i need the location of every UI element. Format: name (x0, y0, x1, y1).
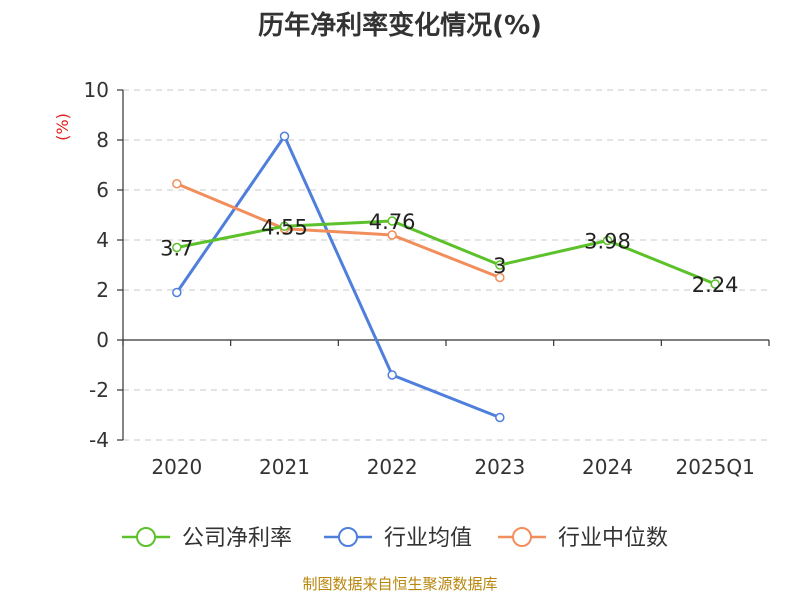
chart-title: 历年净利率变化情况(%) (258, 10, 542, 41)
data-label: 3.7 (160, 237, 193, 261)
data-point (172, 179, 182, 189)
data-point (387, 370, 397, 380)
x-tick-label: 2020 (151, 455, 202, 479)
axes (117, 89, 770, 441)
legend-marker (512, 527, 532, 547)
data-point (387, 216, 397, 226)
y-tick-label: 10 (84, 78, 109, 102)
y-tick-label: 0 (96, 328, 109, 352)
legend-marker (338, 527, 358, 547)
y-axis-label: (%) (53, 113, 72, 141)
x-tick-label: 2021 (259, 455, 310, 479)
source-note: 制图数据来自恒生聚源数据库 (302, 575, 497, 593)
data-label: 3 (493, 254, 506, 278)
gridlines (123, 89, 769, 441)
series-line (176, 219, 716, 286)
legend: 公司净利率 行业均值 行业中位数 (122, 526, 668, 551)
data-label: 3.98 (584, 230, 631, 254)
series-line (176, 182, 501, 279)
data-label: 4.55 (261, 215, 308, 239)
legend-label: 行业中位数 (558, 526, 668, 551)
series-layer (172, 131, 720, 423)
x-tick-label: 2024 (582, 455, 633, 479)
data-label: 4.76 (369, 210, 416, 234)
data-label: 2.24 (692, 273, 739, 297)
series-line (175, 134, 501, 419)
data-point (172, 242, 182, 253)
data-point (279, 131, 290, 141)
y-tick-label: 6 (96, 178, 109, 202)
data-point (602, 235, 613, 246)
data-point (279, 221, 290, 231)
data-labels: 3.7 4.55 4.76 3 3.98 2.24 (160, 210, 738, 297)
data-point (495, 260, 505, 270)
data-point (495, 412, 505, 423)
legend-label: 公司净利率 (182, 526, 292, 551)
y-tick-labels: -4 -2 0 2 4 6 8 10 (84, 78, 109, 452)
x-tick-label: 2023 (474, 455, 525, 479)
y-tick-label: -4 (89, 428, 109, 452)
data-point (387, 230, 397, 240)
legend-label: 行业均值 (384, 526, 472, 551)
legend-marker (136, 527, 156, 547)
data-point (495, 272, 505, 283)
y-tick-label: -2 (89, 378, 109, 402)
x-tick-label: 2025Q1 (675, 455, 754, 479)
x-tick-labels: 2020 2021 2022 2023 2024 2025Q1 (151, 455, 754, 479)
y-tick-label: 2 (96, 278, 109, 302)
x-tick-label: 2022 (367, 455, 418, 479)
data-point (710, 279, 720, 289)
y-tick-label: 8 (96, 128, 109, 152)
data-point (172, 287, 182, 298)
y-tick-label: 4 (96, 228, 109, 252)
